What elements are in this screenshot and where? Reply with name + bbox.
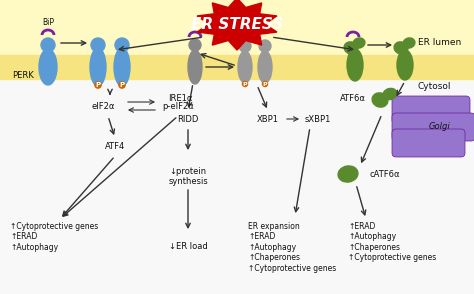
Ellipse shape xyxy=(41,38,55,52)
Ellipse shape xyxy=(239,40,251,52)
Text: cATF6α: cATF6α xyxy=(370,170,401,178)
Text: Cytosol: Cytosol xyxy=(418,82,452,91)
Bar xyxy=(0,55,474,79)
Text: ER STRESS: ER STRESS xyxy=(191,16,283,31)
Bar xyxy=(0,0,474,55)
Text: P: P xyxy=(95,82,100,88)
Text: IRE1α: IRE1α xyxy=(169,94,193,103)
Ellipse shape xyxy=(403,38,415,48)
Ellipse shape xyxy=(259,40,271,52)
Text: p-eIF2α: p-eIF2α xyxy=(162,101,194,111)
Ellipse shape xyxy=(115,38,129,52)
Ellipse shape xyxy=(383,88,397,100)
Ellipse shape xyxy=(238,51,252,83)
Text: ER expansion
↑ERAD
↑Autophagy
↑Chaperones
↑Cytoprotective genes: ER expansion ↑ERAD ↑Autophagy ↑Chaperone… xyxy=(248,222,336,273)
Ellipse shape xyxy=(39,49,57,85)
Ellipse shape xyxy=(258,51,272,83)
Text: ↓protein
synthesis: ↓protein synthesis xyxy=(168,167,208,186)
Text: ↓ER load: ↓ER load xyxy=(169,242,207,251)
Text: P: P xyxy=(263,81,267,86)
FancyBboxPatch shape xyxy=(392,113,474,141)
Text: ↑ERAD
↑Autophagy
↑Chaperones
↑Cytoprotective genes: ↑ERAD ↑Autophagy ↑Chaperones ↑Cytoprotec… xyxy=(348,222,436,262)
Ellipse shape xyxy=(188,50,202,84)
Text: PERK: PERK xyxy=(12,71,34,79)
Text: sXBP1: sXBP1 xyxy=(305,114,331,123)
Text: RIDD: RIDD xyxy=(177,114,199,123)
Text: ↑Cytoprotective genes
↑ERAD
↑Autophagy: ↑Cytoprotective genes ↑ERAD ↑Autophagy xyxy=(10,222,98,252)
Ellipse shape xyxy=(372,93,388,107)
Ellipse shape xyxy=(353,38,365,48)
Text: ER lumen: ER lumen xyxy=(418,38,461,47)
Polygon shape xyxy=(197,0,277,50)
Bar xyxy=(0,79,474,294)
Text: XBP1: XBP1 xyxy=(257,114,279,123)
Ellipse shape xyxy=(189,39,201,51)
Text: P: P xyxy=(243,81,247,86)
Text: eIF2α: eIF2α xyxy=(91,101,115,111)
FancyBboxPatch shape xyxy=(392,96,470,124)
Text: ATF4: ATF4 xyxy=(105,141,125,151)
Text: Golgi: Golgi xyxy=(429,121,451,131)
FancyBboxPatch shape xyxy=(392,129,465,157)
Ellipse shape xyxy=(91,38,105,52)
Ellipse shape xyxy=(90,48,106,86)
Ellipse shape xyxy=(338,166,358,182)
Ellipse shape xyxy=(397,50,413,80)
Text: ATF6α: ATF6α xyxy=(340,94,366,103)
Ellipse shape xyxy=(347,49,363,81)
Ellipse shape xyxy=(114,48,130,86)
Ellipse shape xyxy=(394,42,408,54)
Ellipse shape xyxy=(344,42,358,54)
Text: BiP: BiP xyxy=(42,18,54,27)
Text: P: P xyxy=(119,82,125,88)
